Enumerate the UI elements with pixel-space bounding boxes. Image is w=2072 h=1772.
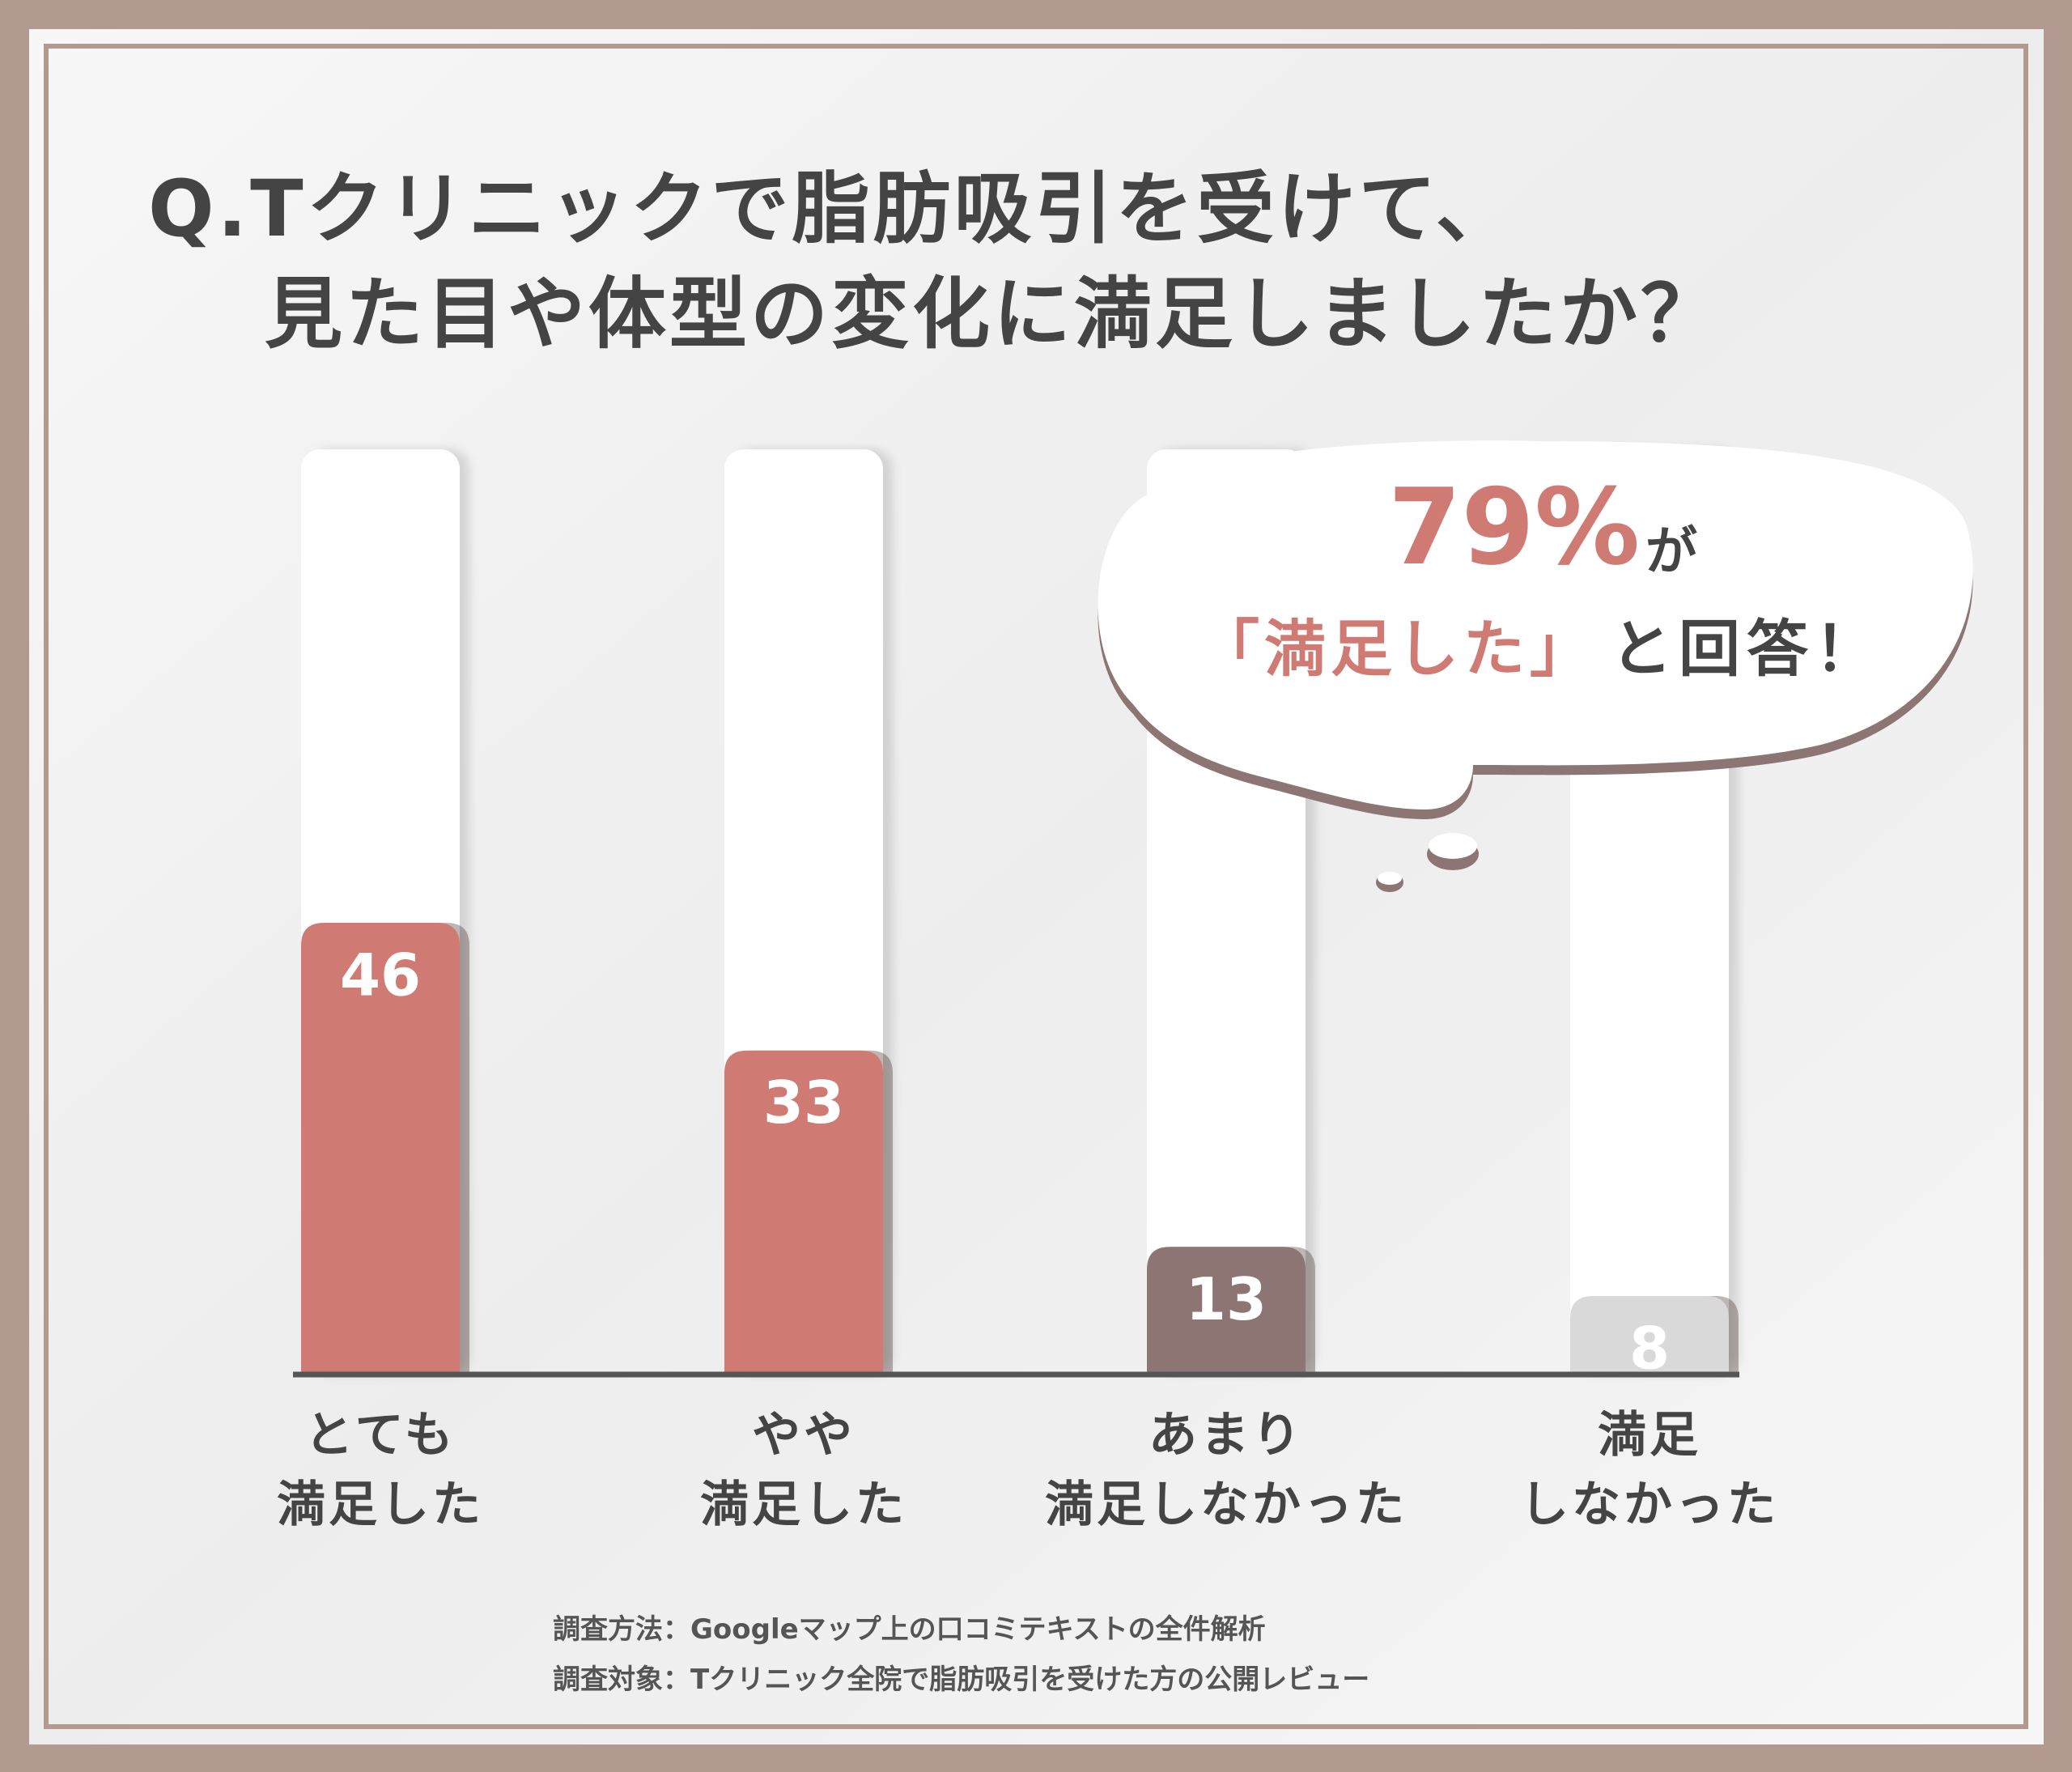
value-label: 33 [763,1069,844,1137]
note: 調査対象：Tクリニック全院で脂肪吸引を受けた方の公開レビュー [553,1664,1370,1696]
bar [724,1050,883,1375]
annotation-text: が [1645,522,1697,582]
note: 調査方法：Googleマップ上の口コミテキストの全件解析 [553,1613,1266,1646]
title: 見た目や体型の変化に満足しましたか？ [265,269,1722,359]
value-label: 13 [1186,1265,1267,1333]
bar [1570,1295,1729,1375]
title: Q.Tクリニックで脂肪吸引を受けて、 [148,164,1517,254]
annotation-quote: 「満足した」 [1198,613,1596,685]
annotation-highlight: 79% [1388,465,1641,589]
bar [301,923,460,1375]
panel-border [44,44,2028,1729]
value-label: 46 [340,941,421,1009]
bubble-dot [1378,872,1402,885]
annotation-text: と回答！ [1611,613,1883,685]
value-label: 8 [1629,1314,1670,1382]
x-tick-label: あまり 満足しなかった [1045,1407,1408,1533]
x-tick-label: とても 満足した [277,1407,484,1533]
bubble-dot [1429,833,1477,859]
x-tick-label: 満足 しなかった [1520,1407,1779,1533]
bubble [1098,440,1973,810]
x-tick-label: やや 満足した [700,1407,907,1533]
bar [1147,1247,1306,1375]
